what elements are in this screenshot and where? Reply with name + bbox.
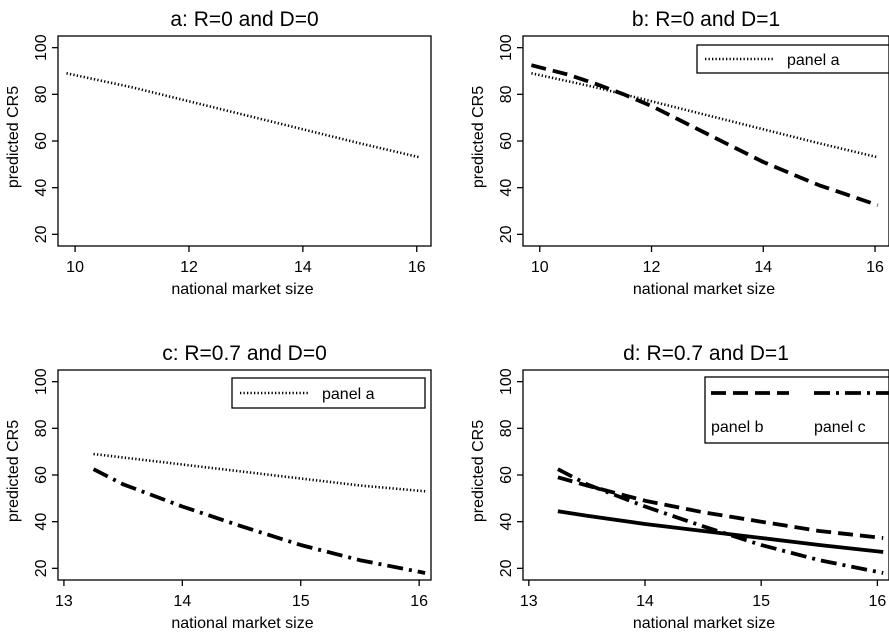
x-axis-label: national market size [171,281,313,298]
legend-label: panel a [322,386,375,403]
series-line-dashed [557,475,884,540]
y-tick-label: 60 [33,466,50,484]
y-tick-label: 100 [498,368,515,395]
y-tick-label: 80 [33,85,50,103]
x-tick-label: 14 [636,593,654,610]
chart-panel-a: a: R=0 and D=0 national market size predic… [5,8,432,298]
y-tick-label: 60 [498,132,515,150]
y-tick-label: 40 [33,179,50,197]
series-line-dashed [530,63,879,207]
y-tick-label: 100 [33,368,50,395]
legend-label: panel a [787,52,840,69]
x-tick-label: 15 [752,593,770,610]
x-tick-label: 16 [410,593,428,610]
chart-panel-b: b: R=0 and D=1 national market size predic… [470,8,889,298]
x-tick-label: 15 [292,593,310,610]
y-tick-label: 40 [33,513,50,531]
legend-label: panel c [814,419,866,436]
chart-panel-d: d: R=0.7 and D=1 national market size pred… [470,342,889,632]
x-tick-label: 12 [643,259,661,276]
x-tick-label: 10 [66,259,84,276]
x-tick-label: 10 [531,259,549,276]
y-tick-label: 20 [33,225,50,243]
legend: panel b panel c [704,376,889,444]
legend-label: panel b [711,419,764,436]
legend-box [696,44,889,74]
x-tick-label: 13 [520,593,538,610]
plot-frame [57,35,432,247]
legend: panel a [696,44,889,74]
series-line-dotted [531,72,879,159]
x-axis-label: national market size [633,615,775,632]
series-line-dashdot [92,467,426,575]
series-line-dashdot [557,467,884,575]
series-line-solid [557,509,884,554]
panel-title: a: R=0 and D=0 [170,8,318,31]
series-line-dotted [66,72,420,159]
y-axis-label: predicted CR5 [470,86,487,188]
legend-box [704,376,889,444]
y-tick-label: 80 [33,419,50,437]
y-tick-label: 20 [498,559,515,577]
legend: panel a [231,377,426,409]
x-axis-label: national market size [171,615,313,632]
y-axis-label: predicted CR5 [5,420,22,522]
panel-title: d: R=0.7 and D=1 [623,342,789,365]
series-line-dotted [93,452,426,493]
y-tick-label: 40 [498,513,515,531]
x-tick-label: 14 [294,259,312,276]
y-tick-label: 20 [498,225,515,243]
y-tick-label: 60 [33,132,50,150]
x-axis-label: national market size [633,281,775,298]
y-tick-label: 100 [33,34,50,61]
x-tick-label: 14 [173,593,191,610]
y-tick-label: 100 [498,34,515,61]
x-tick-label: 16 [408,259,426,276]
x-tick-label: 12 [180,259,198,276]
chart-panel-c: c: R=0.7 and D=0 national market size pred… [5,342,432,632]
y-tick-label: 40 [498,179,515,197]
x-tick-label: 13 [55,593,73,610]
y-tick-label: 60 [498,466,515,484]
panel-title: b: R=0 and D=1 [632,8,780,31]
y-tick-label: 80 [498,85,515,103]
y-axis-label: predicted CR5 [5,86,22,188]
x-tick-label: 16 [866,259,884,276]
x-tick-label: 16 [868,593,886,610]
y-tick-label: 20 [33,559,50,577]
x-tick-label: 14 [754,259,772,276]
y-axis-label: predicted CR5 [470,420,487,522]
panel-title: c: R=0.7 and D=0 [162,342,327,365]
y-tick-label: 80 [498,419,515,437]
legend-box [231,377,426,409]
